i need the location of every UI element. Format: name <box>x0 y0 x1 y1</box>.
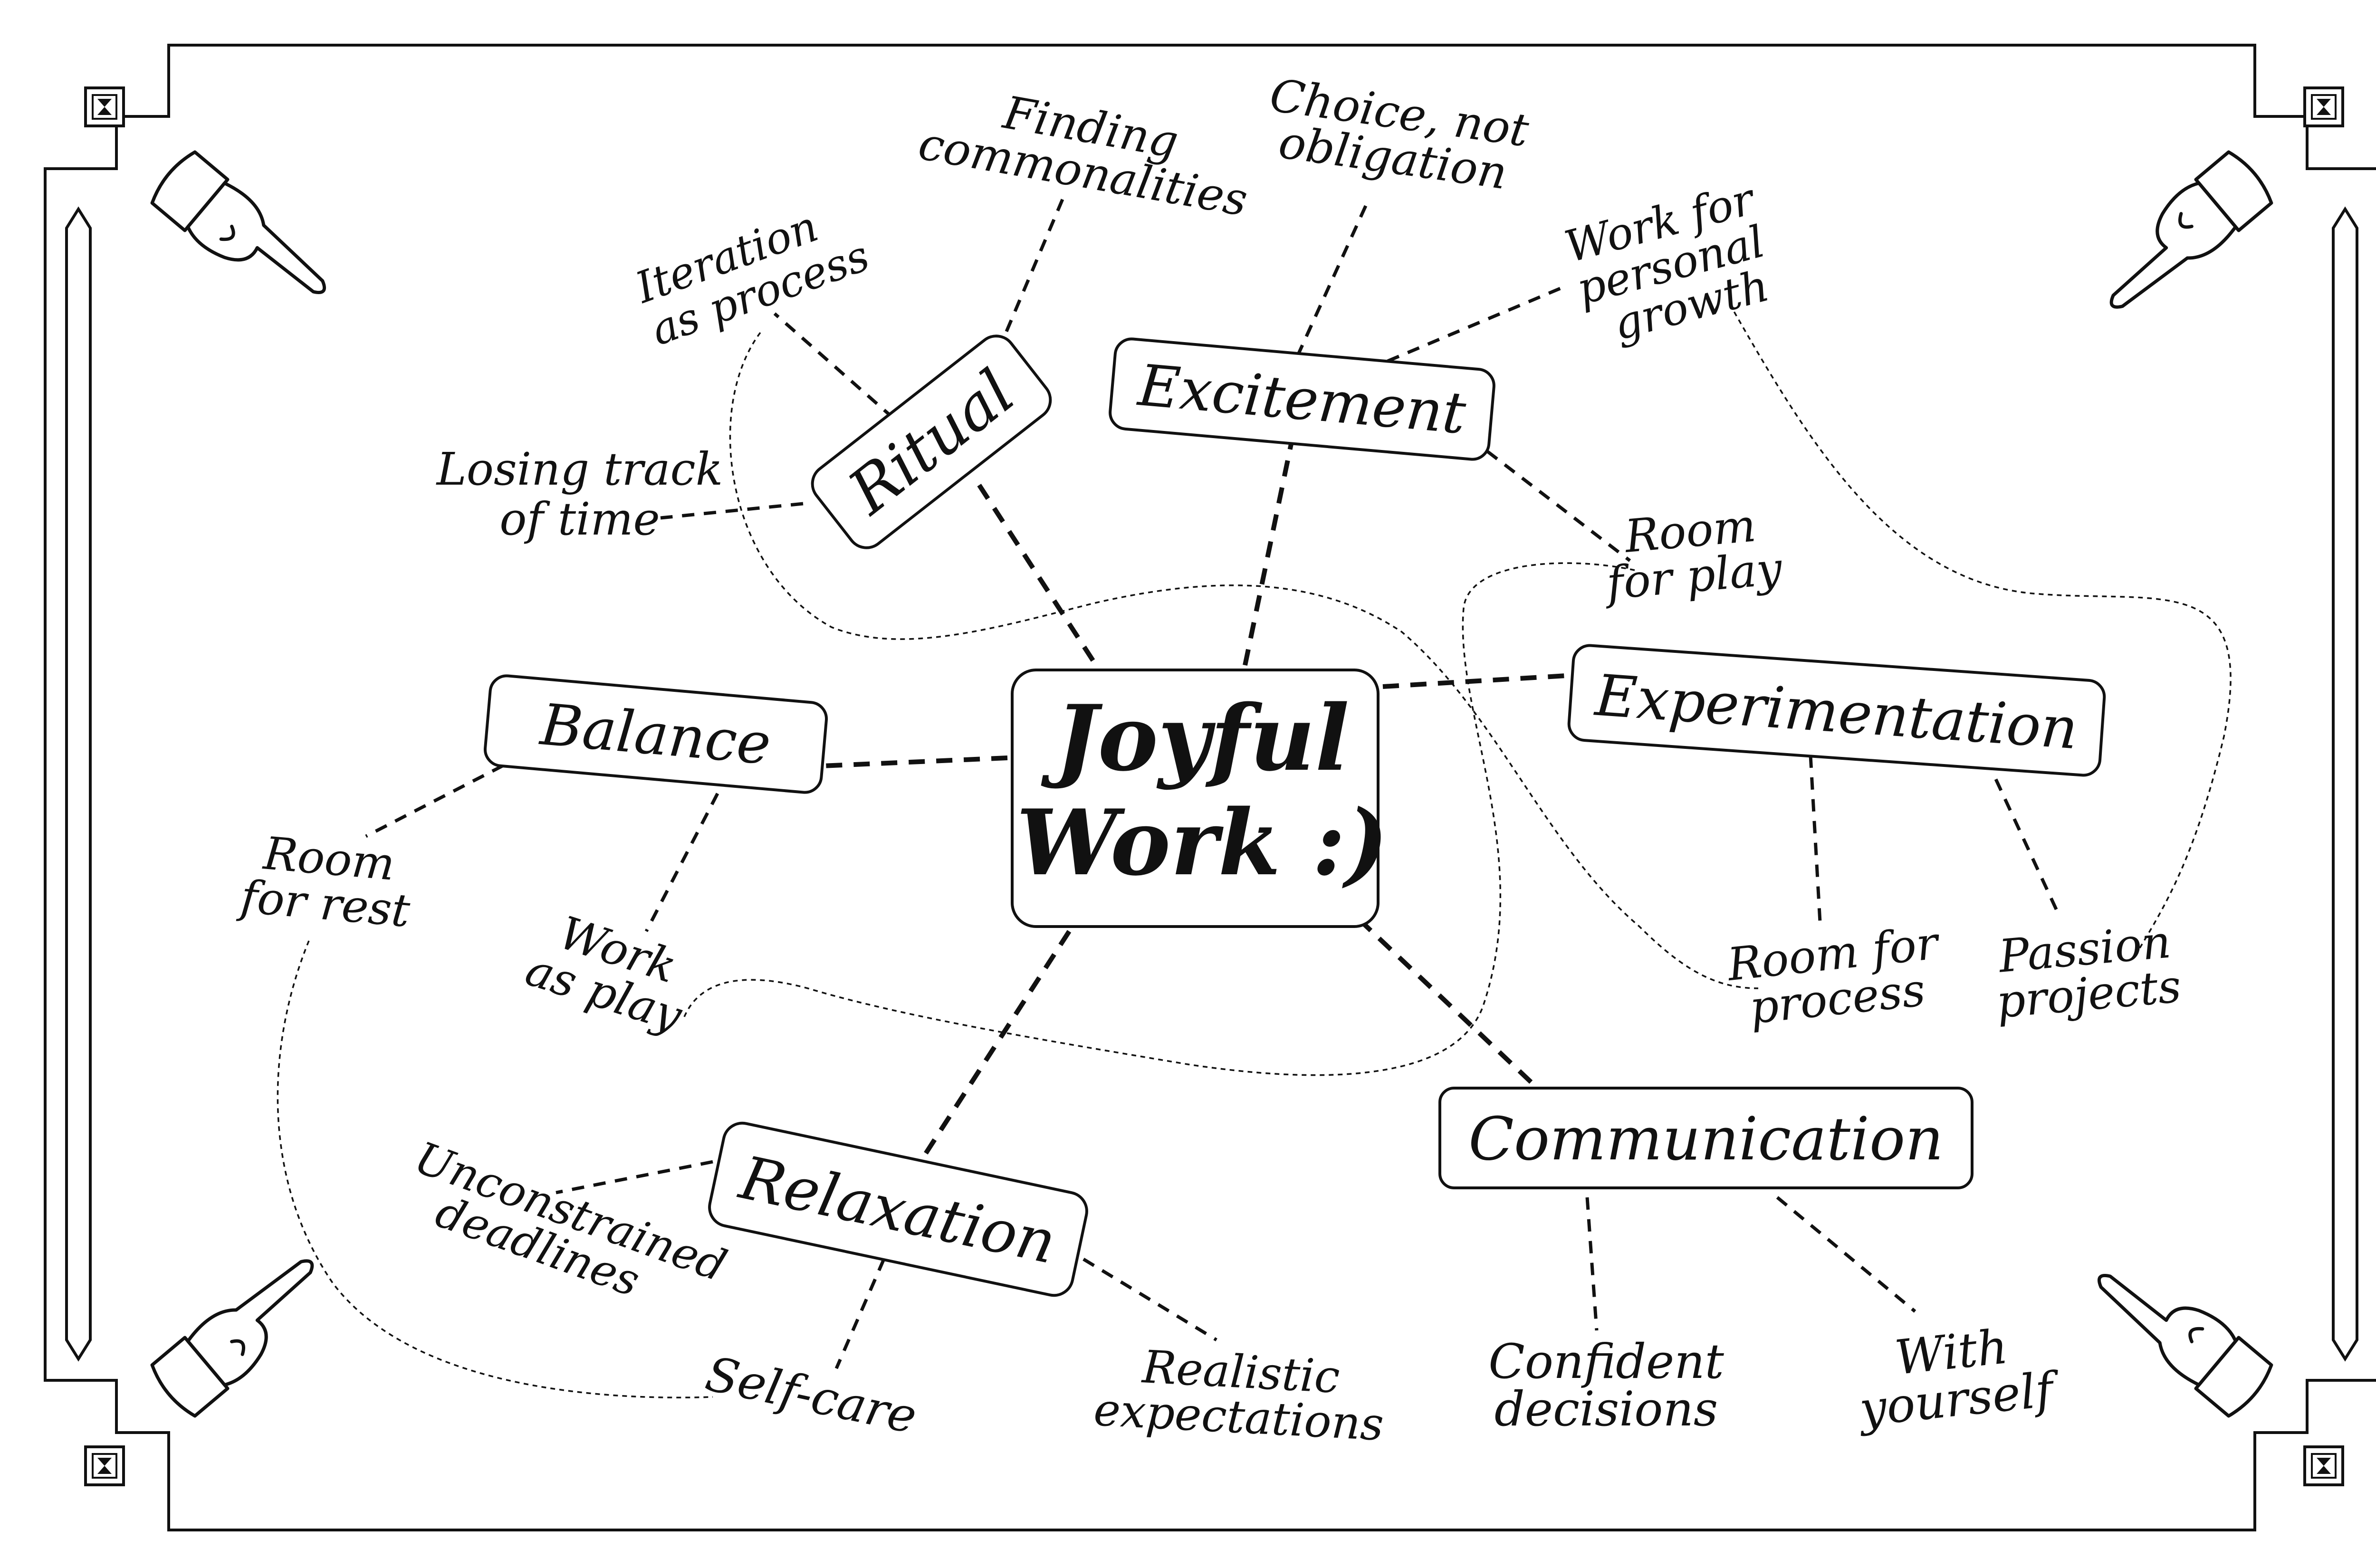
edge-communication-with-yourself <box>1776 1196 1916 1313</box>
pointing-hand-icon <box>2109 150 2273 309</box>
loop-connectors <box>277 304 2232 1398</box>
leaf-confident-line2: decisions <box>1495 1381 1718 1437</box>
branch-balance: Balance <box>483 674 828 794</box>
hourglass-ornament-icon <box>84 86 125 127</box>
center-title-line2: Work :) <box>1016 790 1389 896</box>
leaf-with-yourself-line1: With <box>1892 1319 2011 1386</box>
leaf-room-for-rest: Room for rest <box>236 827 412 937</box>
leaf-losing-track-line2: of time <box>499 493 660 545</box>
leaf-realistic-expectations: Realistic expectations <box>1092 1341 1385 1451</box>
hourglass-ornament-icon <box>2303 86 2344 127</box>
pointing-hand-icon <box>2098 1274 2273 1418</box>
edge-relaxation-self-care <box>834 1258 886 1369</box>
leaf-work-as-play: Work as play <box>519 907 689 1042</box>
leaf-passion-projects: Passion projects <box>1994 916 2183 1029</box>
edge-relaxation-realistic <box>1083 1258 1217 1341</box>
leaf-realistic-line2: expectations <box>1092 1384 1385 1451</box>
edge-excitement-choice <box>1295 199 1370 357</box>
loop-personal-growth-to-passion-projects <box>1729 304 2232 951</box>
loop-iteration-to-room-for-process <box>729 332 1759 989</box>
leaf-losing-track-line1: Losing track <box>436 443 723 496</box>
leaf-unconstrained-deadlines: Unconstrained deadlines <box>408 1132 733 1306</box>
branch-experimentation: Experimentation <box>1567 644 2106 777</box>
loop-room-for-play-to-work-as-play <box>683 562 1635 1076</box>
edge-center-communication <box>1357 918 1537 1088</box>
left-pillar <box>65 206 92 1362</box>
hourglass-ornament-icon <box>2303 1445 2344 1486</box>
leaf-iteration-as-process: Iteration as process <box>628 201 875 355</box>
branch-communication-label: Communication <box>1468 1105 1943 1174</box>
leaf-self-care-line1: Self-care <box>701 1346 921 1444</box>
leaf-confident-line1: Confident <box>1488 1334 1724 1389</box>
edge-ritual-losing-track <box>660 502 804 520</box>
edge-center-balance <box>822 755 1008 768</box>
leaf-work-for-personal-growth: Work for personal growth <box>1560 173 1774 350</box>
leaf-choice-not-obligation: Choice, not obligation <box>1267 69 1533 200</box>
leaf-losing-track-of-time: Losing track of time <box>436 443 723 545</box>
edge-excitement-growth <box>1387 283 1569 363</box>
leaf-self-care: Self-care <box>701 1346 921 1444</box>
leaf-room-for-rest-line1: Room <box>261 827 397 891</box>
pointing-hand-icon <box>150 150 326 294</box>
edge-center-excitement <box>1243 436 1295 666</box>
leaf-room-for-play: Room for play <box>1602 499 1785 610</box>
edge-balance-room-for-rest <box>365 754 524 838</box>
edge-experimentation-passion <box>1994 778 2060 913</box>
right-pillar <box>2332 206 2358 1362</box>
edge-ritual-commonalities <box>996 194 1066 353</box>
leaf-realistic-line1: Realistic <box>1140 1341 1341 1404</box>
branch-communication: Communication <box>1438 1087 1974 1189</box>
edge-relaxation-unconstrained <box>556 1160 713 1195</box>
decorative-frame <box>44 44 2376 1531</box>
edge-center-experimentation <box>1382 672 1583 689</box>
leaf-room-for-process: Room for process <box>1724 917 1943 1034</box>
leaf-finding-commonalities: Finding commonalities <box>915 86 1251 227</box>
leaf-with-yourself-line2: yourself <box>1855 1361 2063 1437</box>
branch-relaxation: Relaxation <box>708 1121 1088 1297</box>
edge-ritual-iteration <box>773 312 895 420</box>
leaf-room-for-play-line1: Room <box>1622 499 1758 563</box>
edge-excitement-room-for-play <box>1486 450 1631 562</box>
edge-balance-work-as-play <box>644 793 719 932</box>
branch-excitement: Excitement <box>1109 337 1495 461</box>
leaf-edges <box>365 194 2060 1369</box>
hourglass-ornament-icon <box>84 1445 125 1486</box>
branch-ritual: Ritual <box>811 335 1052 549</box>
edge-center-ritual <box>977 483 1095 662</box>
center-node: Joyful Work :) <box>1011 669 1389 928</box>
edge-center-relaxation <box>920 930 1072 1161</box>
edge-experimentation-room-for-process <box>1809 755 1822 922</box>
edge-communication-confident <box>1585 1197 1599 1331</box>
pointing-hand-icon <box>150 1259 314 1418</box>
leaf-with-yourself: With yourself <box>1855 1319 2063 1437</box>
leaf-confident-decisions: Confident decisions <box>1488 1334 1724 1437</box>
center-title-line1: Joyful <box>1041 685 1349 791</box>
center-edges <box>822 436 1583 1161</box>
